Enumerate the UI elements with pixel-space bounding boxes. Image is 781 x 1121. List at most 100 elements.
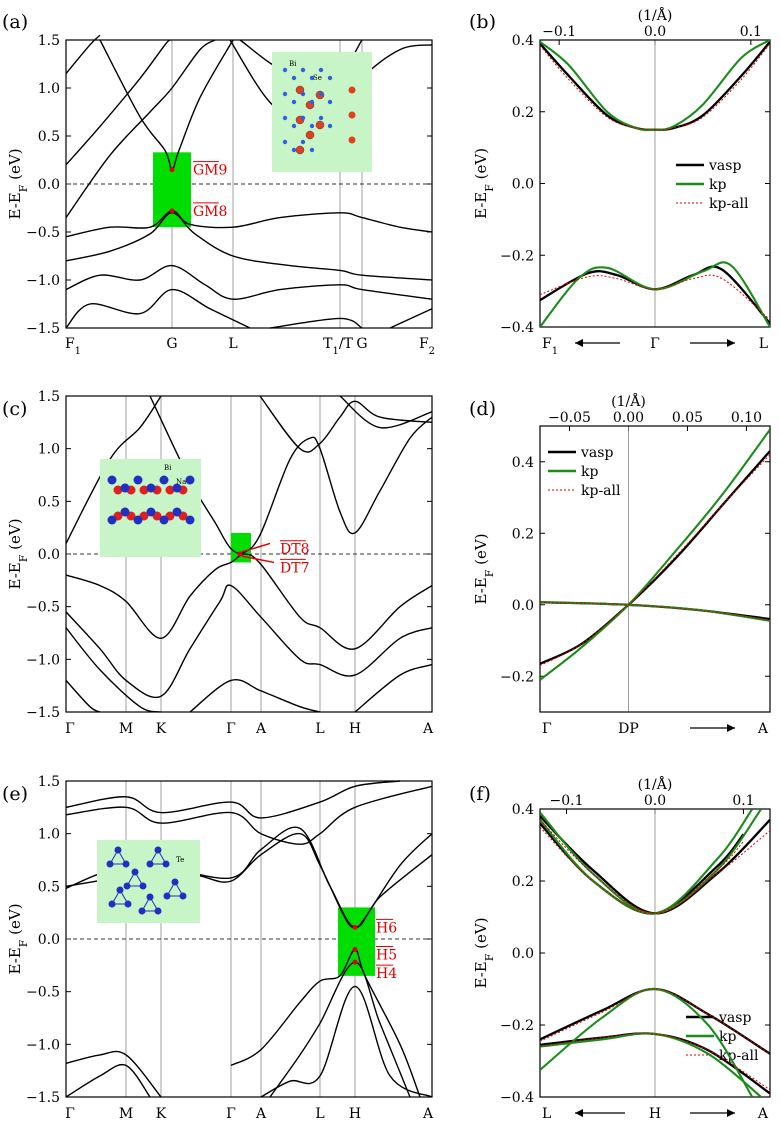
structure-drawing — [106, 846, 187, 915]
series-group — [540, 428, 770, 681]
te-atom — [154, 907, 162, 915]
band-line — [65, 679, 101, 713]
structure-inset — [97, 840, 200, 923]
annotation-label: GM9 — [193, 163, 227, 179]
panel-label: (c) — [2, 398, 27, 420]
legend-label: kp-all — [719, 1048, 759, 1064]
arrow-head — [575, 1109, 583, 1117]
y-tick-label: −0.5 — [26, 985, 60, 1001]
legend-label: vasp — [708, 158, 741, 174]
k-label: K — [156, 1106, 167, 1121]
band-line — [65, 39, 216, 219]
y-tick-label: −0.2 — [500, 248, 534, 264]
y-axis-label: E-EF (eV) — [6, 148, 30, 219]
te-triangle — [126, 870, 144, 887]
te-atom — [163, 892, 171, 900]
y-tick-label: −1.5 — [26, 705, 60, 721]
se-atom — [282, 115, 288, 121]
se-atom — [309, 147, 315, 153]
band-line — [65, 553, 433, 650]
band-line — [65, 288, 251, 329]
k-label-right: L — [759, 336, 768, 352]
top-tick-label: 0.1 — [740, 24, 762, 40]
inset-atom-label: Bi — [164, 464, 172, 472]
te-atom — [154, 846, 162, 854]
k-label-center: H — [649, 1106, 661, 1121]
k-label: M — [119, 721, 133, 737]
arrow-head — [727, 724, 735, 732]
se-atom — [309, 75, 315, 81]
band-line — [65, 1063, 151, 1098]
y-tick-label: −1.0 — [26, 1037, 60, 1053]
band-line — [65, 584, 433, 699]
band-line — [65, 1050, 162, 1098]
bi-atom — [146, 483, 156, 493]
band-line — [65, 264, 433, 300]
series-kp-line — [540, 987, 754, 1097]
se-atom — [300, 67, 306, 73]
series-kp-line — [540, 1032, 762, 1097]
plot-frame — [65, 395, 433, 713]
y-tick-label: 1.5 — [38, 33, 60, 49]
arrow-head — [575, 339, 583, 347]
series-group — [540, 40, 770, 327]
y-tick-label: 0.0 — [512, 946, 534, 962]
plot-frame — [65, 780, 433, 1098]
panel-label: (d) — [469, 398, 496, 420]
te-atom — [146, 860, 154, 868]
top-tick-label: 0.10 — [731, 410, 762, 426]
k-label: K — [156, 721, 167, 737]
k-label: H — [349, 1106, 361, 1121]
k-label-right: A — [757, 721, 769, 737]
k-label-L: L — [228, 336, 237, 352]
k-label-F1: F1 — [65, 336, 81, 357]
band-line — [149, 395, 433, 555]
te-atom — [138, 907, 146, 915]
band-line — [65, 627, 162, 713]
inset-atom-label: Te — [176, 856, 184, 864]
k-label-F2: F2 — [419, 336, 435, 357]
series-kp-all-line — [540, 43, 770, 131]
top-axis-label: (1/Å) — [638, 775, 673, 793]
top-tick-label: 0.00 — [613, 410, 644, 426]
inset-atom-label: Bi — [289, 60, 297, 68]
te-atom — [124, 900, 132, 908]
structure-drawing — [282, 67, 356, 155]
k-label: Γ — [65, 721, 75, 737]
se-atom — [300, 115, 306, 121]
band-line — [99, 39, 234, 171]
te-atom — [114, 846, 122, 854]
y-tick-label: 1.0 — [38, 442, 60, 458]
k-label: A — [422, 721, 434, 737]
se-atom — [318, 115, 324, 121]
panel-label: (f) — [469, 783, 491, 805]
highlight-box — [231, 532, 251, 563]
plot-frame — [539, 425, 771, 713]
bi-atom — [107, 475, 117, 485]
crossing-point — [169, 208, 175, 214]
series-kp-all-line — [540, 826, 744, 914]
highlight-box — [338, 907, 375, 976]
top-tick-label: 0.05 — [672, 410, 703, 426]
se-atom — [300, 91, 306, 97]
y-axis-label: E-EF (eV) — [472, 917, 496, 988]
te-atom — [131, 868, 139, 876]
top-tick-label: −0.1 — [550, 793, 584, 809]
te-atom — [171, 878, 179, 886]
bi-atom — [348, 86, 356, 94]
na-atom — [113, 485, 123, 495]
y-tick-label: 0.0 — [38, 177, 60, 193]
se-atom — [291, 123, 297, 129]
series-kp-all-line — [540, 601, 770, 621]
y-tick-label: 0.0 — [512, 177, 534, 193]
te-atom — [108, 900, 116, 908]
plot-frame — [539, 808, 771, 1098]
se-atom — [282, 139, 288, 145]
series-kp-all-line — [540, 274, 770, 321]
inset-atom-label: Se — [313, 74, 322, 82]
k-label-left: Γ — [542, 721, 552, 737]
panel-label: (e) — [2, 783, 28, 805]
te-atom — [162, 860, 170, 868]
y-axis-label: E-EF (eV) — [6, 903, 30, 974]
